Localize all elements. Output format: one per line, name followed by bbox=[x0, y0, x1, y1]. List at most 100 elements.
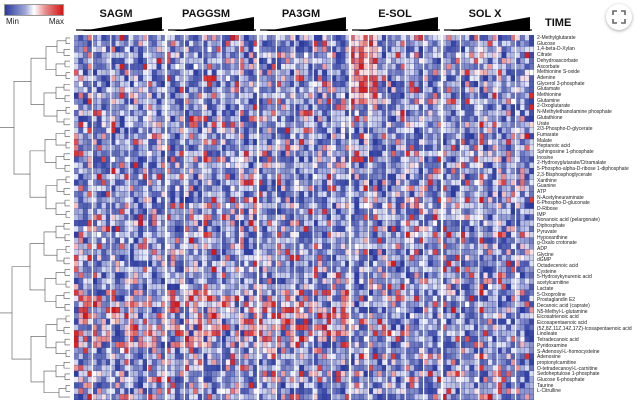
heatmap-cell bbox=[345, 179, 350, 186]
heatmap-cell bbox=[386, 35, 392, 41]
heatmap-cell bbox=[212, 185, 217, 192]
heatmap-cell bbox=[432, 318, 438, 325]
heatmap-cell bbox=[161, 69, 166, 76]
heatmap-cell bbox=[221, 98, 226, 105]
heatmap-cell bbox=[216, 46, 221, 53]
heatmap-cell bbox=[446, 185, 451, 192]
heatmap-cell bbox=[414, 260, 419, 267]
heatmap-cell bbox=[451, 35, 456, 41]
heatmap-cell bbox=[230, 214, 235, 221]
heatmap-cell bbox=[497, 249, 502, 255]
heatmap-cell bbox=[428, 156, 433, 163]
heatmap-cell bbox=[327, 156, 332, 163]
heatmap-cell bbox=[327, 295, 332, 302]
heatmap-cell bbox=[419, 92, 424, 99]
heatmap-cell bbox=[138, 301, 143, 307]
heatmap-cell bbox=[391, 110, 396, 116]
heatmap-cell bbox=[248, 185, 254, 192]
heatmap-cell bbox=[189, 272, 194, 279]
heatmap-cell bbox=[529, 220, 534, 226]
heatmap-cell bbox=[143, 139, 148, 145]
heatmap-cell bbox=[78, 208, 83, 215]
heatmap-cell bbox=[432, 162, 438, 168]
heatmap-cell bbox=[230, 145, 235, 151]
heatmap-cell bbox=[253, 174, 258, 180]
heatmap-cell bbox=[138, 295, 143, 302]
heatmap-cell bbox=[248, 237, 254, 244]
heatmap-cell bbox=[354, 307, 359, 313]
heatmap-cell bbox=[97, 272, 102, 279]
heatmap-cell bbox=[345, 145, 350, 151]
heatmap-cell bbox=[368, 174, 373, 180]
heatmap-cell bbox=[235, 104, 240, 111]
heatmap-cell bbox=[363, 150, 369, 157]
heatmap-cell bbox=[202, 52, 208, 58]
heatmap-cell bbox=[129, 260, 134, 267]
heatmap-cell bbox=[442, 162, 447, 168]
heatmap-cell bbox=[179, 52, 185, 58]
heatmap-cell bbox=[202, 191, 208, 197]
heatmap-cell bbox=[405, 191, 410, 197]
heatmap-cell bbox=[110, 35, 116, 41]
heatmap-cell bbox=[506, 243, 511, 250]
heatmap-cell bbox=[336, 87, 341, 93]
heatmap-cell bbox=[276, 289, 281, 296]
heatmap-cell bbox=[267, 156, 272, 163]
heatmap-cell bbox=[143, 52, 148, 58]
heatmap-cell bbox=[138, 185, 143, 192]
heatmap-cell bbox=[184, 278, 189, 284]
heatmap-cell bbox=[313, 127, 318, 134]
heatmap-cell bbox=[198, 272, 203, 279]
heatmap-cell bbox=[212, 116, 217, 122]
heatmap-cell bbox=[423, 289, 428, 296]
heatmap-cell bbox=[317, 98, 323, 105]
heatmap-cell bbox=[285, 231, 290, 238]
heatmap-cell bbox=[396, 52, 401, 58]
heatmap-cell bbox=[175, 110, 180, 116]
heatmap-cell bbox=[354, 237, 359, 244]
heatmap-cell bbox=[386, 313, 392, 319]
heatmap-cell bbox=[465, 75, 470, 82]
heatmap-cell bbox=[166, 249, 171, 255]
heatmap-cell bbox=[331, 63, 336, 70]
heatmap-cell bbox=[386, 260, 392, 267]
heatmap-cell bbox=[340, 272, 346, 279]
heatmap-cell bbox=[235, 179, 240, 186]
heatmap-cell bbox=[179, 272, 185, 279]
heatmap-cell bbox=[432, 208, 438, 215]
heatmap-cell bbox=[460, 237, 465, 244]
heatmap-cell bbox=[368, 92, 373, 99]
heatmap-cell bbox=[446, 191, 451, 197]
heatmap-cell bbox=[432, 243, 438, 250]
heatmap-cell bbox=[184, 313, 189, 319]
heatmap-cell bbox=[78, 58, 83, 64]
heatmap-cell bbox=[97, 40, 102, 47]
heatmap-cell bbox=[428, 81, 433, 87]
heatmap-cell bbox=[290, 156, 295, 163]
heatmap-cell bbox=[290, 237, 295, 244]
heatmap-cell bbox=[529, 162, 534, 168]
heatmap-cell bbox=[497, 284, 502, 290]
heatmap-cell bbox=[446, 318, 451, 325]
heatmap-cell bbox=[244, 272, 249, 279]
heatmap-cell bbox=[235, 243, 240, 250]
heatmap-cell bbox=[511, 58, 516, 64]
heatmap-cell bbox=[207, 58, 212, 64]
heatmap-cell bbox=[124, 92, 129, 99]
heatmap-cell bbox=[359, 313, 364, 319]
heatmap-cell bbox=[308, 46, 313, 53]
heatmap-cell bbox=[363, 301, 369, 307]
heatmap-cell bbox=[281, 52, 286, 58]
heatmap-cell bbox=[345, 318, 350, 325]
heatmap-cell bbox=[184, 133, 189, 139]
heatmap-cell bbox=[106, 133, 111, 139]
heatmap-cell bbox=[345, 295, 350, 302]
heatmap-cell bbox=[524, 266, 530, 273]
heatmap-cell bbox=[451, 162, 456, 168]
heatmap-cell bbox=[386, 145, 392, 151]
heatmap-cell bbox=[322, 139, 327, 145]
heatmap-cell bbox=[317, 150, 323, 157]
heatmap-cell bbox=[317, 278, 323, 284]
heatmap-cell bbox=[216, 145, 221, 151]
heatmap-cell bbox=[506, 98, 511, 105]
